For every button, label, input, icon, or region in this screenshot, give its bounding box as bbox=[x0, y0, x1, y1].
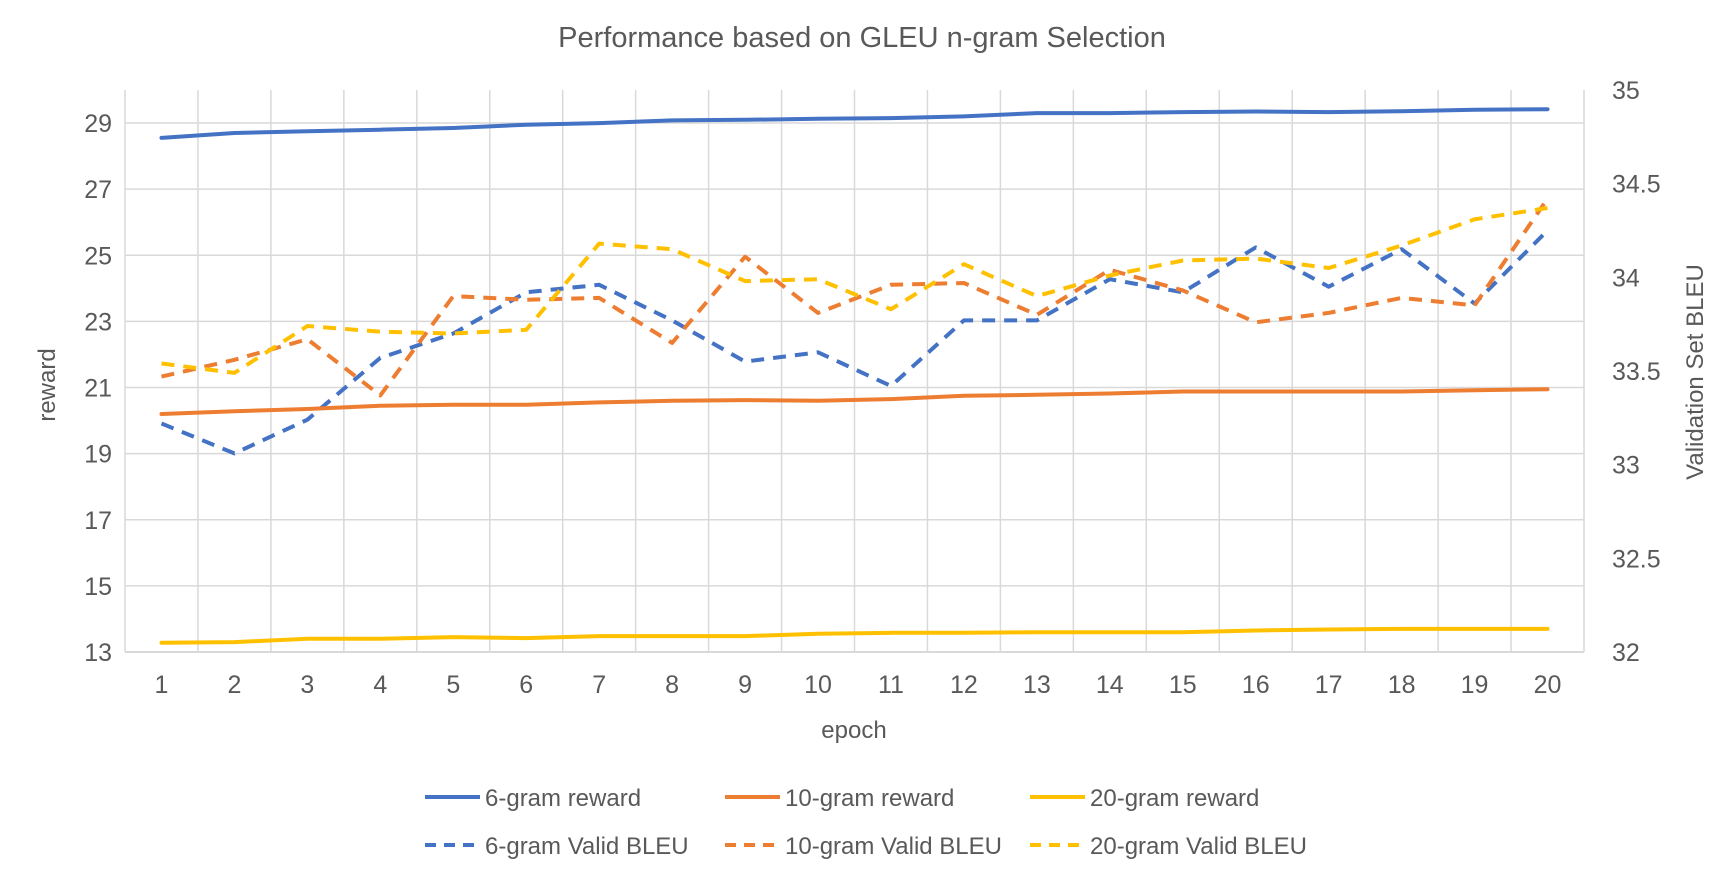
x-axis-title: epoch bbox=[821, 717, 886, 744]
legend-label: 6-gram reward bbox=[485, 785, 641, 812]
x-tick-label: 10 bbox=[804, 671, 832, 699]
legend: 6-gram reward 10-gram reward 20-gram rewar… bbox=[425, 785, 1307, 860]
y-axis-title: reward bbox=[34, 348, 61, 421]
x-tick-label: 11 bbox=[878, 671, 904, 699]
x-tick-label: 7 bbox=[592, 671, 606, 699]
y2-tick-label: 32 bbox=[1612, 639, 1640, 667]
y-tick-label: 23 bbox=[84, 308, 112, 336]
gridlines bbox=[125, 90, 1584, 652]
y-tick-label: 19 bbox=[84, 441, 112, 469]
x-axis-ticks: 1 2 3 4 5 6 7 8 9 10 11 12 13 14 15 16 17 18 19 20 bbox=[155, 671, 1562, 699]
x-tick-label: 15 bbox=[1169, 671, 1197, 699]
x-tick-label: 20 bbox=[1534, 671, 1562, 699]
y2-tick-label: 35 bbox=[1612, 77, 1640, 105]
y2-tick-label: 33 bbox=[1612, 452, 1640, 480]
y-tick-label: 13 bbox=[84, 639, 112, 667]
x-tick-label: 5 bbox=[446, 671, 460, 699]
x-tick-label: 14 bbox=[1096, 671, 1124, 699]
right-axis-ticks: 32 32.5 33 33.5 34 34.5 35 bbox=[1612, 77, 1661, 667]
y-tick-label: 29 bbox=[84, 110, 112, 138]
x-tick-label: 9 bbox=[738, 671, 752, 699]
left-axis-ticks: 13 15 17 19 21 23 25 27 29 bbox=[84, 110, 112, 667]
legend-label: 10-gram reward bbox=[785, 785, 954, 812]
x-tick-label: 2 bbox=[227, 671, 241, 699]
chart-title: Performance based on GLEU n-gram Selecti… bbox=[558, 22, 1166, 54]
x-tick-label: 18 bbox=[1388, 671, 1416, 699]
x-tick-label: 4 bbox=[373, 671, 387, 699]
x-tick-label: 17 bbox=[1315, 671, 1343, 699]
y2-axis-title: Validation Set BLEU bbox=[1682, 264, 1709, 480]
legend-label: 6-gram Valid BLEU bbox=[485, 833, 689, 860]
y2-tick-label: 34 bbox=[1612, 264, 1640, 292]
x-tick-label: 6 bbox=[519, 671, 533, 699]
x-tick-label: 19 bbox=[1461, 671, 1489, 699]
x-tick-label: 16 bbox=[1242, 671, 1270, 699]
y-tick-label: 17 bbox=[84, 507, 112, 535]
legend-label: 20-gram Valid BLEU bbox=[1090, 833, 1307, 860]
y2-tick-label: 33.5 bbox=[1612, 358, 1661, 386]
y-tick-label: 25 bbox=[84, 242, 112, 270]
y2-tick-label: 32.5 bbox=[1612, 545, 1661, 573]
x-tick-label: 8 bbox=[665, 671, 679, 699]
x-tick-label: 12 bbox=[950, 671, 978, 699]
y-tick-label: 21 bbox=[84, 375, 112, 403]
legend-label: 10-gram Valid BLEU bbox=[785, 833, 1002, 860]
x-tick-label: 1 bbox=[155, 671, 169, 699]
y-tick-label: 27 bbox=[84, 176, 112, 204]
legend-label: 20-gram reward bbox=[1090, 785, 1259, 812]
y2-tick-label: 34.5 bbox=[1612, 171, 1661, 199]
y-tick-label: 15 bbox=[84, 573, 112, 601]
x-tick-label: 3 bbox=[300, 671, 314, 699]
x-tick-label: 13 bbox=[1023, 671, 1051, 699]
